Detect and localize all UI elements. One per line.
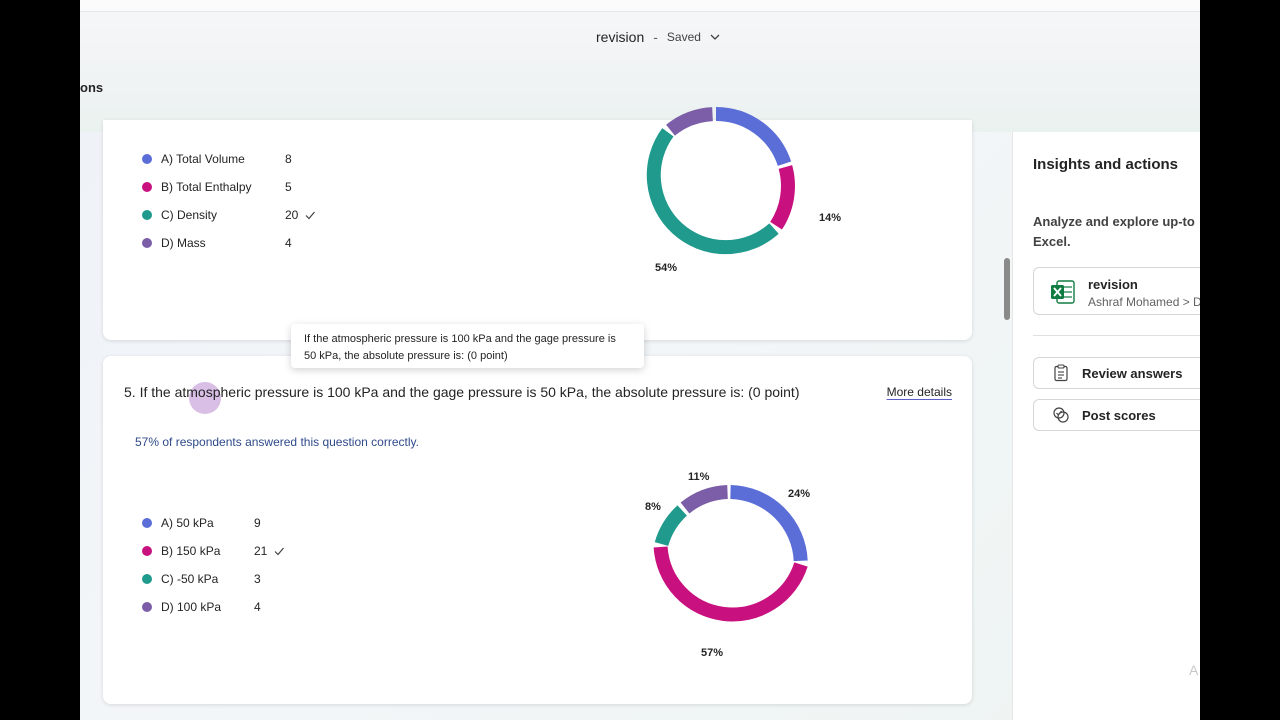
legend-item: A) Total Volume 8 [142,149,292,169]
legend-item: D) Mass 4 [142,233,292,253]
slice-label-d: 11% [688,471,710,483]
legend-item: B) Total Enthalpy 5 [142,177,292,197]
option-label: C) Density [161,208,218,222]
insights-panel: Insights and actions Analyze and explore… [1012,132,1200,720]
file-path: Ashraf Mohamed > D [1088,295,1200,309]
legend-dot [142,602,152,612]
option-count: 5 [285,180,292,194]
legend-dot [142,574,152,584]
donut-slice-d [666,107,714,136]
file-name: revision [1088,277,1138,292]
document-title: revision [596,29,645,45]
legend-dot [142,154,152,164]
option-label: D) Mass [161,236,206,250]
chevron-down-icon [710,34,720,40]
post-scores-label: Post scores [1082,407,1156,423]
panel-title: Insights and actions [1033,156,1179,173]
legend-item: C) -50 kPa 3 [142,569,261,589]
donut-slice-c [654,505,688,547]
option-label: C) -50 kPa [161,572,219,586]
question-tooltip: If the atmospheric pressure is 100 kPa a… [291,324,644,368]
donut-slice-c [646,128,779,255]
more-details-link[interactable]: More details [886,385,952,399]
question-4-donut-chart [646,107,795,255]
legend-dot [142,518,152,528]
clipboard-check-icon [1054,364,1068,382]
legend-item: A) 50 kPa 9 [142,513,261,533]
option-label: A) 50 kPa [161,516,214,530]
excel-file-card[interactable]: revision Ashraf Mohamed > D [1033,267,1200,315]
slice-label-a: 24% [788,488,811,500]
correct-answer-stat: 57% of respondents answered this questio… [135,435,419,449]
option-count: 20 [285,208,316,222]
donut-slice-d [680,485,729,514]
donut-slice-a [730,485,808,562]
question-5-donut-chart [653,485,808,622]
title-separator: - [653,29,658,45]
donut-slice-b [770,165,795,230]
option-count: 4 [285,236,292,250]
legend-item: D) 100 kPa 4 [142,597,261,617]
option-label: B) 150 kPa [161,544,221,558]
option-count: 4 [254,600,261,614]
excel-icon [1051,280,1075,304]
legend-item: B) 150 kPa 21 [142,541,285,561]
donut-slice-a [715,107,792,167]
tab-questions-fragment[interactable]: ons [80,80,104,95]
option-label: A) Total Volume [161,152,245,166]
forms-responses-app: revision - Saved ons A) Total Volume 8 B… [80,0,1200,720]
document-title-menu[interactable]: revision - Saved [596,29,721,45]
panel-divider [1033,335,1200,336]
option-count: 9 [254,516,261,530]
analyze-description: Analyze and explore up-to Excel. [1033,214,1195,249]
checkmark-icon [305,211,316,220]
slice-label-c: 54% [655,262,678,274]
option-count: 8 [285,152,292,166]
review-answers-label: Review answers [1082,365,1183,381]
question-4-card: A) Total Volume 8 B) Total Enthalpy 5 C)… [103,107,972,340]
donut-slice-b [653,546,808,622]
option-label: B) Total Enthalpy [161,180,252,194]
legend-item: C) Density 20 [142,205,316,225]
top-bar: revision - Saved ons [80,0,1200,132]
post-scores-button[interactable]: Post scores [1033,399,1200,431]
option-label: D) 100 kPa [161,600,222,614]
review-answers-button[interactable]: Review answers [1033,357,1200,389]
option-count: 21 [254,544,285,558]
legend-dot [142,546,152,556]
top-strip [80,0,1200,12]
slice-label-c: 8% [645,501,661,513]
legend-dot [142,182,152,192]
faded-text-fragment: A [1189,662,1199,678]
scrollbar-thumb[interactable] [1004,258,1010,320]
question-5-title: 5. If the atmospheric pressure is 100 kP… [124,384,800,400]
checkmark-icon [274,547,285,556]
question-5-card: 5. If the atmospheric pressure is 100 kP… [103,356,972,704]
legend-dot [142,238,152,248]
slice-label-b: 57% [701,647,724,659]
legend-dot [142,210,152,220]
mouse-cursor-highlight [189,382,221,414]
save-status: Saved [666,30,701,44]
slice-label-b: 14% [819,212,842,224]
post-scores-icon [1053,407,1069,423]
option-count: 3 [254,572,261,586]
